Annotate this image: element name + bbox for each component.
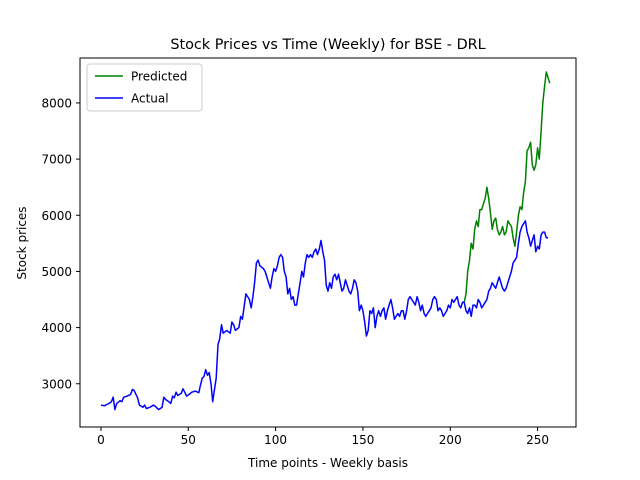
x-tick-label: 200: [439, 433, 462, 447]
x-tick-label: 0: [97, 433, 105, 447]
series-line-predicted: [463, 71, 551, 303]
y-tick-label: 7000: [41, 153, 72, 167]
plot-area-frame: [79, 57, 577, 428]
series-line-actual: [100, 220, 549, 411]
y-tick-label: 6000: [41, 209, 72, 223]
chart-title: Stock Prices vs Time (Weekly) for BSE - …: [170, 37, 485, 53]
series-lines: [100, 71, 551, 411]
x-tick-label: 50: [181, 433, 196, 447]
y-tick-label: 3000: [41, 377, 72, 391]
x-axis-label: Time points - Weekly basis: [247, 456, 408, 470]
legend-label-actual: Actual: [131, 92, 169, 106]
x-tick-label: 250: [526, 433, 549, 447]
y-tick-label: 4000: [41, 321, 72, 335]
axis-ticks: 0 50 100 150 200 250 3000 4000 5000 6000 7000 8000: [41, 96, 549, 447]
y-tick-label: 8000: [41, 96, 72, 110]
legend: Predicted Actual: [86, 63, 203, 112]
x-tick-label: 100: [264, 433, 287, 447]
y-tick-label: 5000: [41, 265, 72, 279]
x-tick-label: 150: [351, 433, 374, 447]
legend-label-predicted: Predicted: [131, 70, 187, 84]
y-axis-label: Stock prices: [15, 206, 29, 279]
